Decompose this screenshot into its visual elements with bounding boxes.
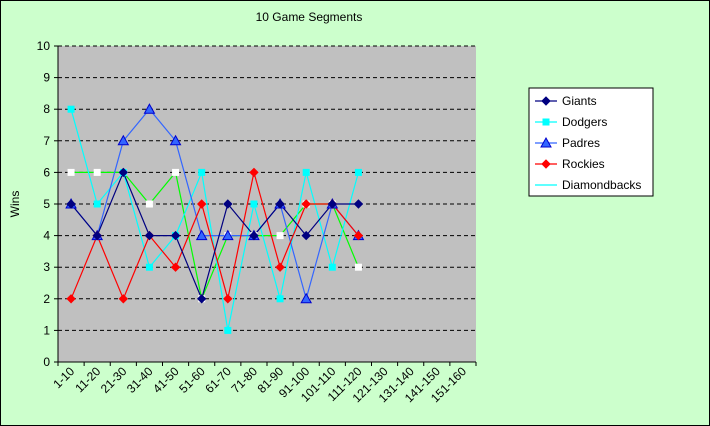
y-tick-label: 4 [43,229,50,243]
data-point [195,229,208,241]
data-point [93,200,101,208]
data-point [249,230,259,241]
data-point [354,168,362,176]
data-point [300,292,313,304]
data-point [540,136,552,148]
data-point [353,230,364,241]
data-point [144,230,155,241]
y-tick-label: 10 [37,39,51,53]
legend-box [528,87,654,197]
data-point [67,105,75,113]
data-point [196,199,207,209]
data-point [542,118,550,126]
legend-label-giants: Giants [562,94,597,108]
legend-label-diamondbacks: Diamondbacks [562,178,641,192]
data-point [145,200,153,208]
series-line [70,108,359,302]
data-point [541,159,551,169]
data-point [223,294,233,304]
y-tick-label: 0 [43,355,50,369]
legend-label-dodgers: Dodgers [562,115,607,129]
data-point [67,168,75,176]
data-point [275,262,285,272]
y-tick-label: 6 [43,165,50,179]
y-tick-label: 5 [43,197,50,211]
data-point [328,263,336,271]
data-point [172,168,180,176]
data-point [169,134,182,146]
data-point [170,230,181,241]
data-point [118,167,129,178]
data-point [117,134,130,146]
data-point [327,199,338,209]
x-tick-label: 71-80 [228,364,260,396]
data-point [354,263,362,271]
y-tick-label: 1 [43,323,50,337]
data-point [93,168,101,176]
data-point [221,229,234,241]
data-point [196,294,207,304]
data-point [541,96,551,106]
x-tick-label: 61-70 [202,364,234,396]
data-point [170,262,181,272]
y-tick-label: 7 [43,134,50,148]
data-point [66,294,76,304]
data-point [301,230,311,241]
data-point [301,199,311,209]
series-giants [70,170,359,301]
data-point [250,200,258,208]
series-line [70,170,359,301]
chart-title: 10 Game Segments [256,10,363,24]
y-axis-label: Wins [8,191,22,218]
data-point [145,263,153,271]
data-point [275,199,285,209]
series-padres [70,108,359,302]
data-point [92,230,102,241]
plot-area [58,46,476,362]
legend-label-padres: Padres [562,136,600,150]
data-point [118,294,129,304]
data-point [276,232,284,240]
y-tick-label: 2 [43,292,50,306]
x-tick-label: 51-60 [176,364,208,396]
x-tick-label: 11-20 [72,364,103,395]
y-tick-label: 8 [43,102,50,116]
data-point [143,103,156,114]
y-tick-label: 9 [43,71,50,85]
data-point [249,167,259,178]
data-point [66,199,76,209]
y-tick-label: 3 [43,260,50,274]
data-point [223,199,233,209]
data-point [302,168,310,176]
x-tick-label: 41-50 [150,364,182,396]
x-tick-label: 21-30 [98,364,130,396]
data-point [224,326,232,334]
legend: Giants Dodgers Padres Rockies Diamondbacks [528,87,654,197]
data-point [353,199,364,209]
x-tick-label: 31-40 [124,364,156,396]
data-point [198,168,206,176]
legend-label-rockies: Rockies [562,157,605,171]
data-point [276,295,284,303]
